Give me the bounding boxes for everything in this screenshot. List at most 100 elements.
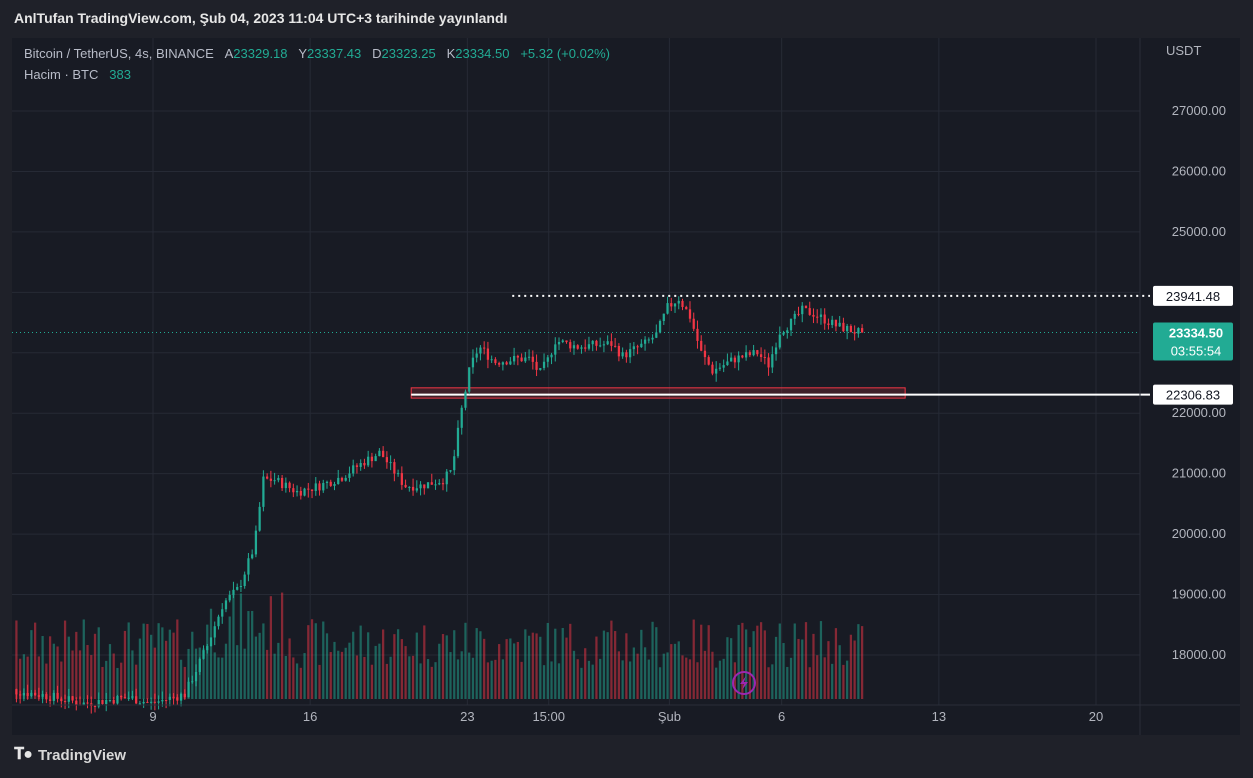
candle-body [426,482,430,489]
volume-bar [445,635,448,699]
candle-body [726,361,729,366]
volume-bar [191,631,194,699]
price-tick-label: 18000.00 [1172,647,1226,662]
volume-bar [647,659,650,699]
price-tick-label: 20000.00 [1172,526,1226,541]
volume-bar [411,655,415,699]
candle-body [849,325,853,333]
candle-body [56,692,59,699]
candle-body [494,359,497,364]
volume-bar [108,644,112,699]
volume-bar [52,643,55,699]
candle-body [322,482,325,491]
volume-bar [441,634,445,699]
volume-bar [834,628,838,699]
candle-body [520,357,523,362]
volume-bar [782,643,785,699]
candle-body [670,303,673,307]
level-price-label: 22306.83 [1153,384,1233,405]
volume-bar [468,652,471,699]
volume-bar [614,631,617,699]
volume-bar [164,640,168,699]
candle-body [550,354,553,358]
candle-body [41,694,44,697]
volume-bar [700,624,703,699]
volume-bar [643,647,647,699]
candle-body [423,484,426,489]
candle-body [277,477,280,481]
volume-bar [179,659,183,699]
candle-body [434,484,437,486]
chart-panel[interactable] [12,38,1240,735]
time-tick-label: 9 [149,709,156,724]
symbol-label[interactable]: Bitcoin / TetherUS, 4s, BINANCE [24,46,214,61]
volume-bar [258,632,261,699]
volume-bar [816,655,819,699]
volume-bar [640,629,643,699]
candle-body [831,319,834,325]
candle-body [45,694,48,700]
candle-body [247,558,250,575]
candle-body [587,344,591,349]
volume-bar [56,646,59,699]
volume-bar [22,654,26,699]
current-price-bg [1153,322,1233,361]
candle-body [389,462,392,464]
low-value: 23323.25 [381,46,436,61]
volume-bar [857,624,860,699]
volume-bar [93,633,97,699]
candle-body [542,361,546,369]
volume-bar [400,639,403,699]
volume-bar [673,643,677,699]
candle-body [445,471,448,485]
high-value: 23337.43 [307,46,362,61]
candle-body [696,328,699,341]
candle-body [692,318,695,329]
volume-bar [393,634,396,699]
volume-bar [569,623,572,699]
candle-body [673,303,677,307]
candle-body [254,530,258,555]
candle-body [681,300,684,307]
volume-bar [176,619,179,699]
volume-bar [404,646,407,699]
candle-body [232,589,235,595]
volume-bar [303,653,306,699]
volume-bar [310,619,314,699]
candle-body [131,696,134,698]
volume-bar [262,623,265,699]
candle-body [251,554,254,559]
volume-bar [135,664,138,699]
volume-label[interactable]: Hacim · BTC [24,67,99,82]
candle-body [782,332,785,335]
candle-body [733,357,737,363]
candle-body [643,339,647,344]
volume-bar [90,655,93,699]
candle-body [400,473,403,485]
volume-bar [202,648,205,699]
volume-bar [715,667,718,699]
volume-bar [662,653,665,699]
flash-icon[interactable] [732,671,756,695]
volume-bar [232,594,235,699]
volume-bar [142,623,145,699]
volume-bar [243,648,246,699]
candle-body [71,696,74,701]
candle-body [116,696,119,704]
candle-body [161,699,164,702]
candle-body [355,465,359,467]
candle-body [269,478,272,481]
candle-body [580,347,583,349]
volume-bar [116,667,119,699]
candle-body [599,345,602,347]
volume-bar [236,645,239,699]
volume-bar [831,663,834,699]
candle-body [299,490,302,496]
candle-body [19,694,22,696]
candle-body [860,328,864,333]
volume-bar [273,653,276,699]
candle-body [846,325,849,332]
volume-bar [494,659,497,699]
axes: USDT27000.0026000.0025000.0024000.002300… [12,38,1240,735]
